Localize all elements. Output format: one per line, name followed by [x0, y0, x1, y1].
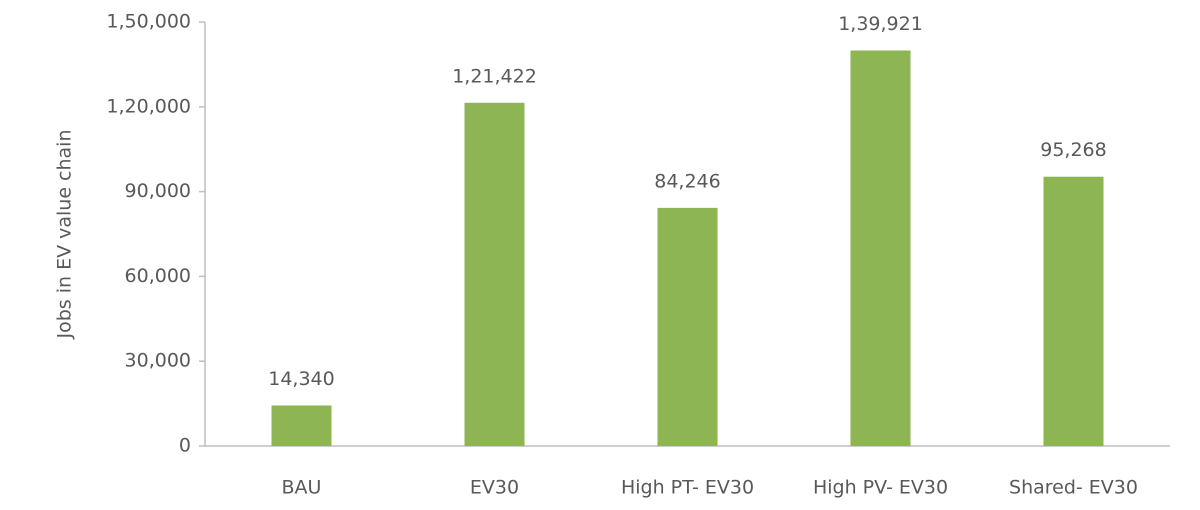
x-tick-label: High PV- EV30	[813, 477, 948, 499]
y-tick-label: 30,000	[125, 350, 191, 372]
bar	[657, 207, 718, 446]
bar	[850, 50, 911, 446]
bar	[271, 405, 332, 446]
value-label: 1,21,422	[452, 65, 537, 87]
y-tick-label: 1,50,000	[106, 11, 191, 33]
value-label: 95,268	[1040, 139, 1106, 161]
y-axis-label: Jobs in EV value chain	[54, 129, 76, 339]
x-tick-label: Shared- EV30	[1009, 477, 1138, 499]
bar	[464, 102, 525, 446]
y-tick-label: 1,20,000	[106, 95, 191, 117]
bar	[1043, 176, 1104, 447]
y-tick-label: 90,000	[125, 180, 191, 202]
x-tick-label: EV30	[470, 477, 519, 499]
y-tick-label: 60,000	[125, 265, 191, 287]
y-tick-label: 0	[179, 435, 191, 457]
value-label: 14,340	[268, 368, 334, 390]
x-tick-label: High PT- EV30	[621, 477, 754, 499]
x-tick-label: BAU	[282, 477, 322, 499]
value-label: 84,246	[654, 170, 720, 192]
value-label: 1,39,921	[838, 13, 923, 35]
